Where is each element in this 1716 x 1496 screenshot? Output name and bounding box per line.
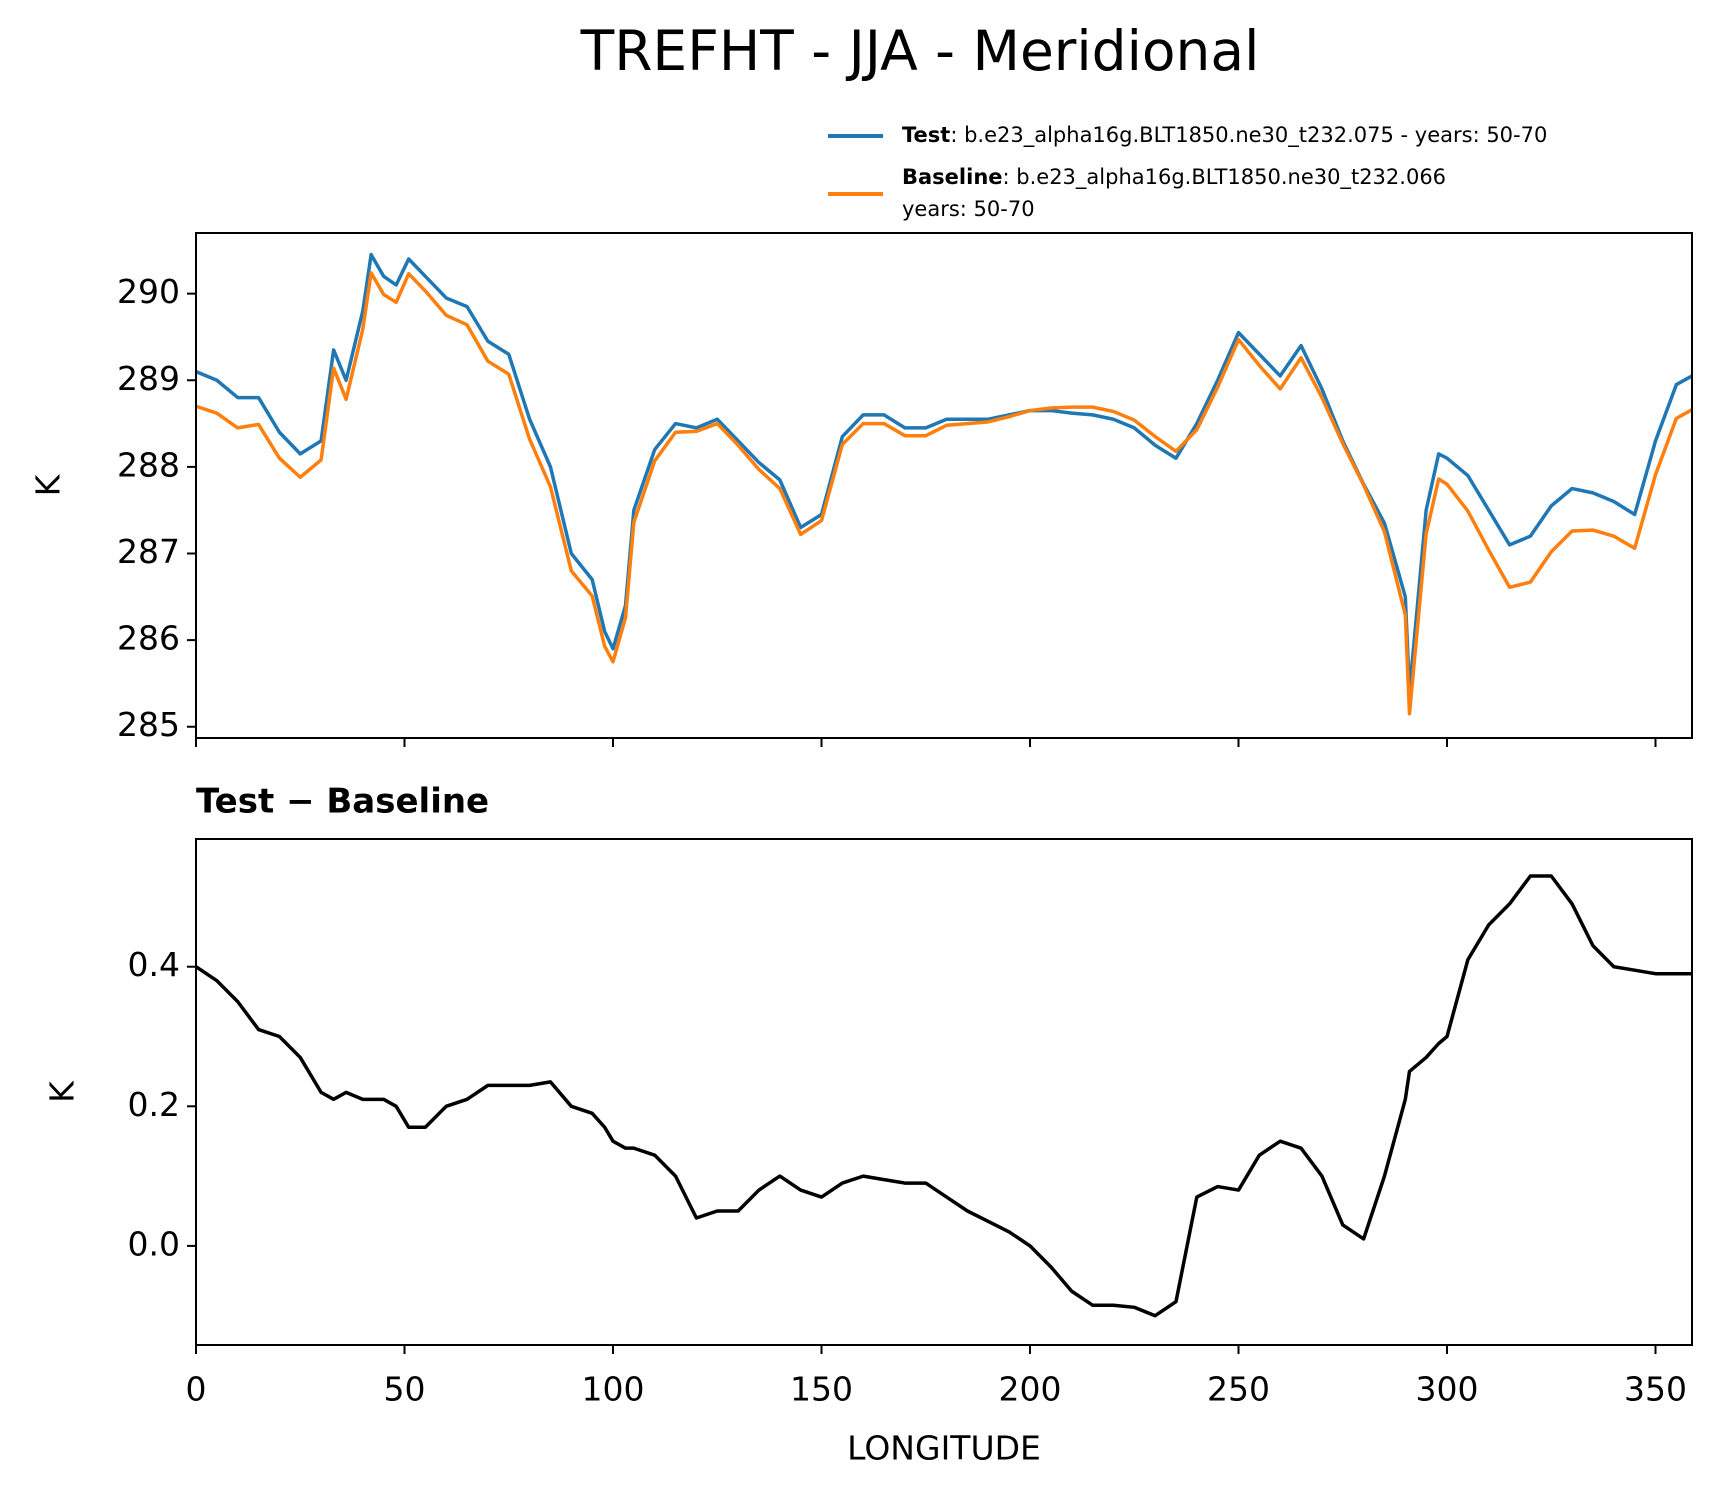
y-tick-label: 289 [117, 359, 180, 398]
y-tick-label: 286 [117, 619, 180, 658]
legend-description: years: 50-70 [902, 197, 1035, 221]
y-tick-label: 288 [117, 445, 180, 484]
x-axis-label: LONGITUDE [847, 1429, 1041, 1468]
axes-frame [195, 232, 1693, 739]
chart-title: TREFHT - JJA - Meridional [580, 19, 1260, 83]
legend-label: Test: b.e23_alpha16g.BLT1850.ne30_t232.0… [902, 123, 1547, 148]
data-line [195, 874, 1692, 1318]
y-axis-label: K [43, 1080, 82, 1103]
x-tick-label: 100 [582, 1370, 645, 1409]
axes-frame [195, 838, 1693, 1346]
x-tick-label: 200 [999, 1370, 1062, 1409]
y-tick-label: 0.0 [128, 1224, 180, 1263]
y-tick-label: 287 [117, 532, 180, 571]
legend-description: : b.e23_alpha16g.BLT1850.ne30_t232.075 -… [950, 123, 1547, 148]
y-tick-label: 290 [117, 272, 180, 311]
x-tick-label: 250 [1207, 1370, 1270, 1409]
y-tick-label: 0.4 [128, 945, 180, 984]
legend-description: : b.e23_alpha16g.BLT1850.ne30_t232.066 [1003, 165, 1447, 190]
x-tick-label: 0 [186, 1370, 207, 1409]
y-tick-label: 0.2 [128, 1085, 180, 1124]
legend-label: years: 50-70 [902, 197, 1035, 221]
legend-label: Baseline: b.e23_alpha16g.BLT1850.ne30_t2… [902, 165, 1446, 190]
x-tick-label: 50 [384, 1370, 426, 1409]
y-axis-label: K [29, 473, 68, 496]
x-tick-label: 150 [790, 1370, 853, 1409]
x-tick-label: 300 [1416, 1370, 1479, 1409]
legend-name: Test [902, 123, 950, 147]
panel-title: Test − Baseline [196, 782, 489, 822]
legend-name: Baseline [902, 165, 1003, 189]
data-line [195, 271, 1693, 716]
x-tick-label: 350 [1624, 1370, 1687, 1409]
y-tick-label: 285 [117, 705, 180, 744]
data-line [195, 252, 1693, 694]
